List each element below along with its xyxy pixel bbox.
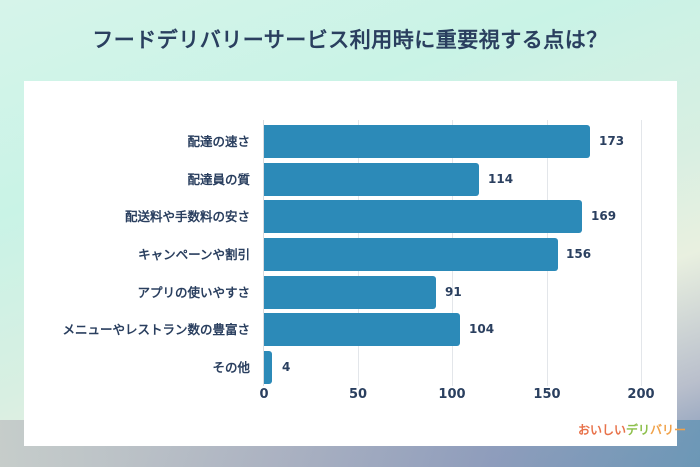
- logo-text-3: バリー: [650, 423, 687, 437]
- brand-logo: おいしいデリバリー: [578, 421, 686, 438]
- bar-delivery-speed[interactable]: [264, 125, 590, 158]
- bar-low-fees[interactable]: [264, 200, 582, 233]
- bar-app-usability[interactable]: [264, 276, 436, 309]
- bar-other[interactable]: [264, 351, 272, 384]
- chart-title: フードデリバリーサービス利用時に重要視する点は？: [92, 28, 608, 52]
- bar-menu-variety[interactable]: [264, 313, 460, 346]
- bar-courier-quality[interactable]: [264, 163, 479, 196]
- logo-text-2: デリ: [626, 423, 651, 437]
- logo-text-1: おいしい: [578, 423, 627, 437]
- bar-campaigns-discounts[interactable]: [264, 238, 558, 271]
